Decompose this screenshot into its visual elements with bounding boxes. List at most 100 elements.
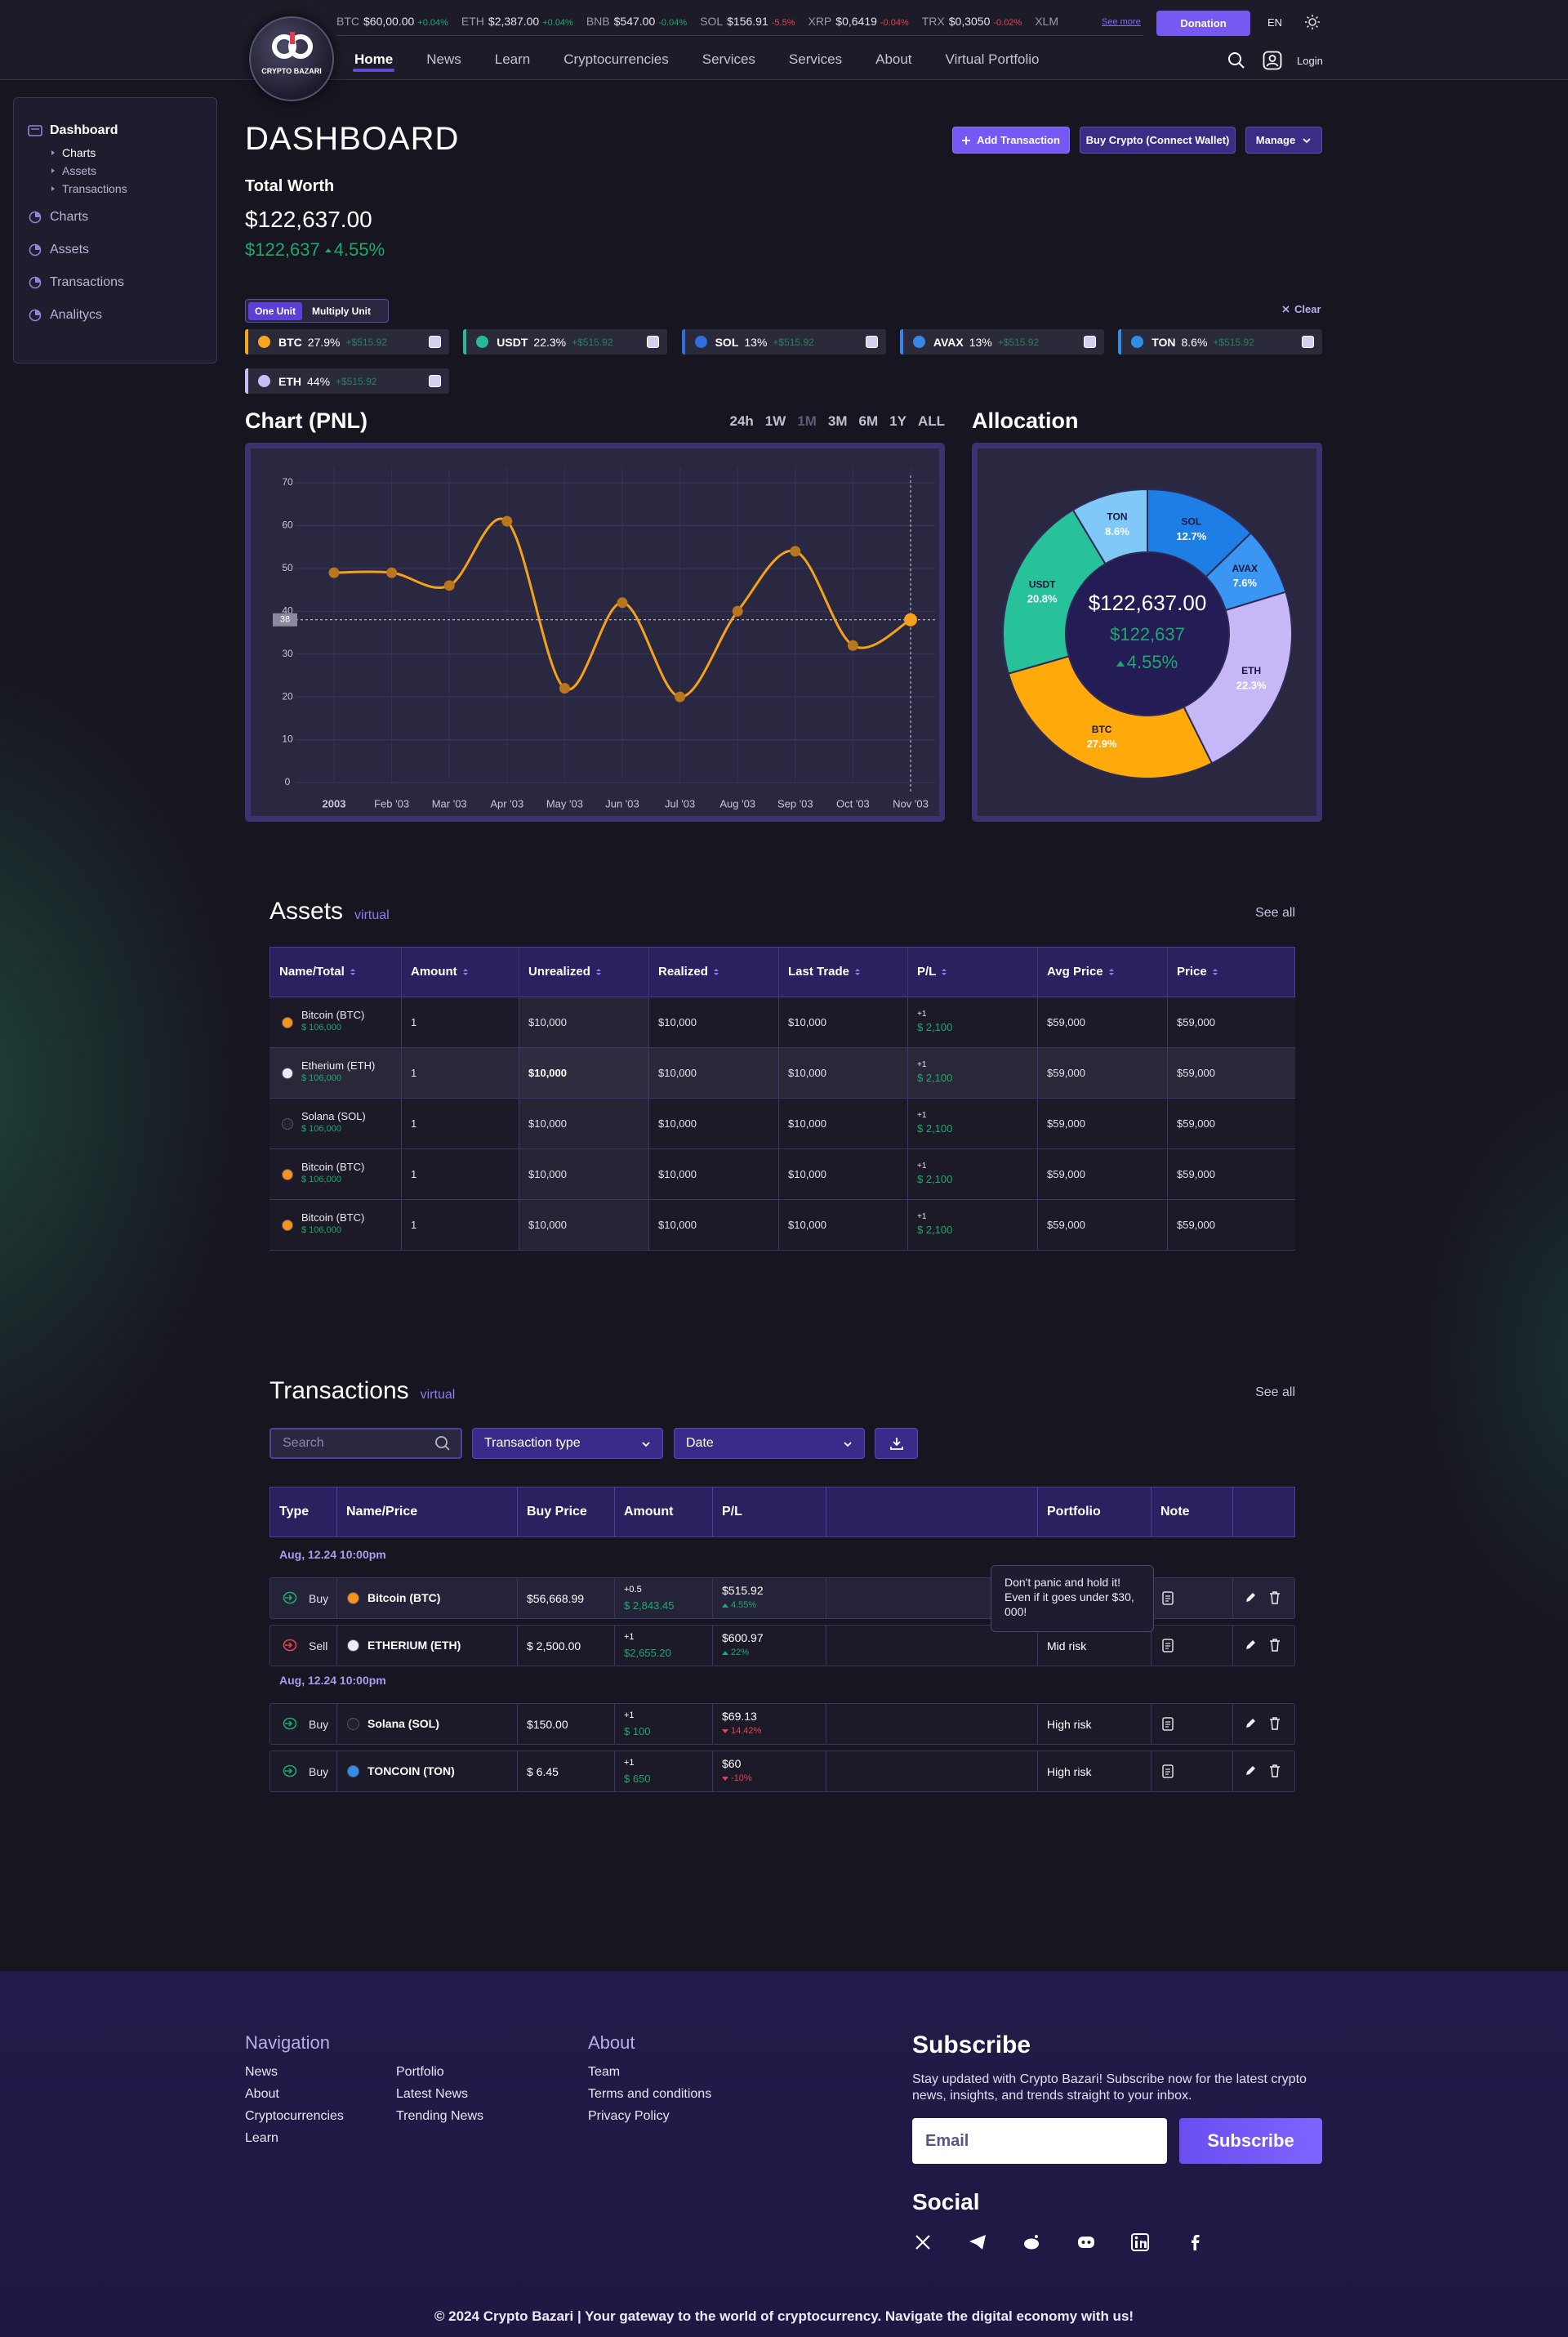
asset-chip[interactable]: TON 8.6% +$515.92 — [1118, 329, 1323, 355]
ticker-price: $60,00.00 — [363, 15, 415, 28]
footer-link[interactable]: Portfolio — [396, 2065, 444, 2079]
range-option[interactable]: 1W — [764, 413, 786, 429]
sidebar-icon — [29, 276, 42, 289]
social-icon[interactable] — [1131, 2233, 1149, 2251]
see-all-link[interactable]: See all — [1255, 906, 1295, 920]
footer-link[interactable]: About — [245, 2087, 279, 2101]
section-heading: Assets virtual — [270, 898, 390, 925]
sidebar-item[interactable]: Transactions — [50, 275, 124, 289]
range-option[interactable]: 1Y — [889, 413, 906, 429]
column-header[interactable]: P/L — [917, 965, 947, 979]
donation-button[interactable]: Donation — [1156, 11, 1250, 36]
nav-link[interactable]: Virtual Portfolio — [945, 51, 1040, 67]
social-icon[interactable] — [914, 2233, 932, 2251]
asset-pl-units: +1 — [917, 1111, 927, 1120]
column-header[interactable]: Avg Price — [1047, 965, 1115, 979]
asset-chip[interactable]: AVAX 13% +$515.92 — [899, 329, 1104, 355]
column-header[interactable]: Realized — [658, 965, 719, 979]
nav-link[interactable]: Learn — [494, 51, 531, 67]
filter-dropdown[interactable]: Transaction type — [472, 1428, 663, 1459]
asset-chip[interactable]: SOL 13% +$515.92 — [681, 329, 886, 355]
unit-option[interactable]: Multiply Unit — [312, 305, 371, 317]
chip-checkbox[interactable] — [429, 336, 441, 348]
footer-link[interactable]: News — [245, 2065, 278, 2079]
filter-dropdown[interactable]: Date — [674, 1428, 865, 1459]
sidebar-subitem[interactable]: Assets — [62, 164, 97, 177]
chip-icon — [694, 336, 707, 348]
range-option[interactable]: ALL — [917, 413, 945, 429]
asset-amount: 1 — [411, 1168, 417, 1180]
assets-row[interactable] — [270, 1048, 1295, 1099]
download-button[interactable] — [875, 1428, 918, 1459]
range-option[interactable]: 24h — [729, 413, 754, 429]
asset-chip[interactable]: BTC 27.9% +$515.92 — [245, 329, 449, 355]
footer-link[interactable]: Team — [588, 2065, 621, 2079]
sidebar-item[interactable]: Charts — [50, 210, 89, 224]
see-more-link[interactable]: See more — [1102, 17, 1141, 27]
sidebar-item[interactable]: Analitycs — [50, 308, 103, 322]
chip-share: 13% — [744, 335, 768, 349]
nav-link[interactable]: Home — [353, 51, 395, 72]
login-link[interactable]: Login — [1297, 55, 1323, 67]
action-button[interactable]: Manage — [1245, 127, 1322, 154]
ticker-item: BTC $60,00.00 +0.04% — [336, 15, 448, 28]
sidebar-item[interactable]: Dashboard — [50, 123, 118, 137]
chip-checkbox[interactable] — [1302, 336, 1315, 348]
range-option[interactable]: 3M — [827, 413, 848, 429]
footer-link[interactable]: Cryptocurrencies — [245, 2109, 344, 2123]
search-box[interactable]: Search — [270, 1428, 462, 1459]
range-option[interactable]: 6M — [858, 413, 879, 429]
donut-center — [1067, 553, 1228, 715]
sidebar-subitem[interactable]: Charts — [62, 146, 96, 159]
chip-checkbox[interactable] — [647, 336, 660, 348]
asset-chip[interactable]: ETH 44% +$515.92 — [245, 368, 449, 394]
assets-row[interactable] — [270, 1099, 1295, 1149]
nav-link[interactable]: Services — [788, 51, 843, 67]
column-header[interactable]: Last Trade — [788, 965, 861, 979]
assets-row[interactable] — [270, 997, 1295, 1048]
social-icon[interactable] — [969, 2233, 987, 2251]
icon-part — [855, 968, 861, 975]
transaction-pl: $60 — [722, 1757, 742, 1770]
social-icon[interactable] — [1186, 2233, 1204, 2251]
column-header[interactable]: Name/Total — [279, 965, 356, 979]
icon-part — [1162, 1591, 1174, 1605]
direction-icon — [283, 1764, 297, 1777]
column-header[interactable]: Unrealized — [528, 965, 602, 979]
assets-row[interactable] — [270, 1200, 1295, 1251]
nav-link[interactable]: About — [875, 51, 912, 67]
nav-link[interactable]: News — [426, 51, 461, 67]
chip-checkbox[interactable] — [429, 375, 441, 387]
column-header[interactable]: Amount — [411, 965, 469, 979]
language-switch[interactable]: EN — [1267, 16, 1283, 29]
logo[interactable]: CRYPTO BAZARI — [249, 16, 334, 101]
transaction-row[interactable] — [270, 1751, 1295, 1792]
see-all-link[interactable]: See all — [1255, 1385, 1295, 1399]
nav-link[interactable]: Services — [702, 51, 755, 67]
action-button[interactable]: Buy Crypto (Connect Wallet) — [1080, 127, 1236, 154]
clear-button[interactable]: Clear — [1282, 303, 1321, 315]
footer-link[interactable]: Trending News — [396, 2109, 484, 2123]
footer-link[interactable]: Learn — [245, 2131, 278, 2145]
transaction-row[interactable] — [270, 1703, 1295, 1745]
social-icon[interactable] — [1022, 2233, 1040, 2251]
sidebar-item[interactable]: Assets — [50, 243, 90, 256]
action-button[interactable]: Add Transaction — [952, 127, 1070, 154]
chip-checkbox[interactable] — [1083, 336, 1096, 348]
unit-option[interactable]: One Unit — [248, 301, 302, 320]
social-icon[interactable] — [1077, 2233, 1095, 2251]
nav-link[interactable]: Cryptocurrencies — [564, 51, 669, 67]
footer-link[interactable]: Privacy Policy — [588, 2109, 670, 2123]
chip-checkbox[interactable] — [865, 336, 878, 348]
sidebar-subitem[interactable]: Transactions — [62, 182, 127, 195]
main-nav: Home News Learn Cryptocurrencies Services Ser… — [353, 51, 1040, 72]
email-input[interactable]: Email — [912, 2118, 1167, 2164]
asset-chip[interactable]: USDT 22.3% +$515.92 — [463, 329, 668, 355]
subscribe-button[interactable]: Subscribe — [1179, 2118, 1322, 2164]
column-header[interactable]: Price — [1177, 965, 1218, 979]
footer-link[interactable]: Terms and conditions — [588, 2087, 712, 2101]
assets-row[interactable] — [270, 1149, 1295, 1200]
icon-part — [444, 1445, 450, 1451]
footer-link[interactable]: Latest News — [396, 2087, 469, 2101]
range-option[interactable]: 1M — [797, 413, 817, 429]
